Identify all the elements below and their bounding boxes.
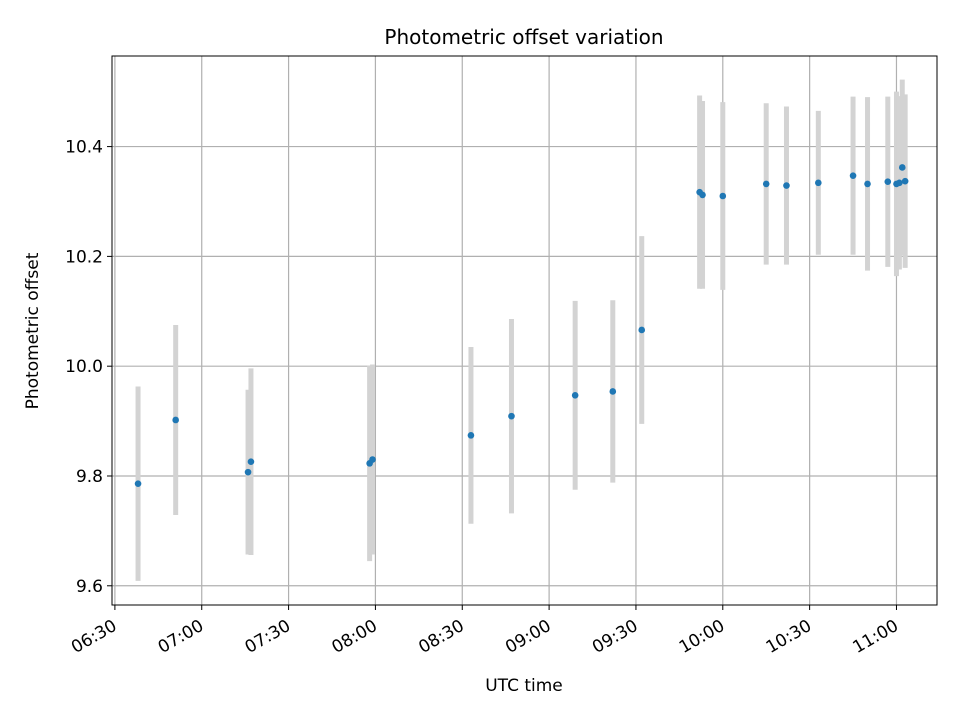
data-point — [884, 178, 892, 186]
data-point — [901, 177, 909, 185]
data-point — [467, 432, 475, 439]
data-point — [849, 172, 857, 179]
data-point — [864, 180, 871, 188]
chart-title: Photometric offset variation — [384, 25, 663, 49]
y-tick-label: 9.6 — [76, 577, 103, 597]
y-tick-label: 10.2 — [65, 247, 103, 267]
data-point — [783, 182, 790, 189]
y-tick-label: 10.0 — [65, 357, 103, 377]
data-point — [719, 192, 727, 200]
y-tick-label: 10.4 — [65, 138, 103, 158]
data-point — [369, 456, 376, 463]
data-point — [609, 388, 617, 395]
data-point — [898, 164, 906, 171]
data-point — [172, 416, 179, 424]
x-axis-title: UTC time — [485, 676, 563, 696]
data-point — [699, 191, 706, 199]
data-point — [896, 179, 903, 187]
data-point — [762, 180, 770, 188]
y-tick-label: 9.8 — [76, 467, 103, 487]
data-point — [508, 412, 515, 420]
data-point — [815, 179, 822, 187]
y-axis-title: Photometric offset — [23, 252, 43, 409]
data-point — [134, 480, 142, 487]
data-point — [638, 326, 646, 334]
data-point — [247, 458, 255, 466]
data-point — [571, 391, 579, 399]
plot-area-frame — [111, 55, 938, 606]
data-point — [244, 468, 252, 476]
point-layer — [134, 164, 909, 487]
